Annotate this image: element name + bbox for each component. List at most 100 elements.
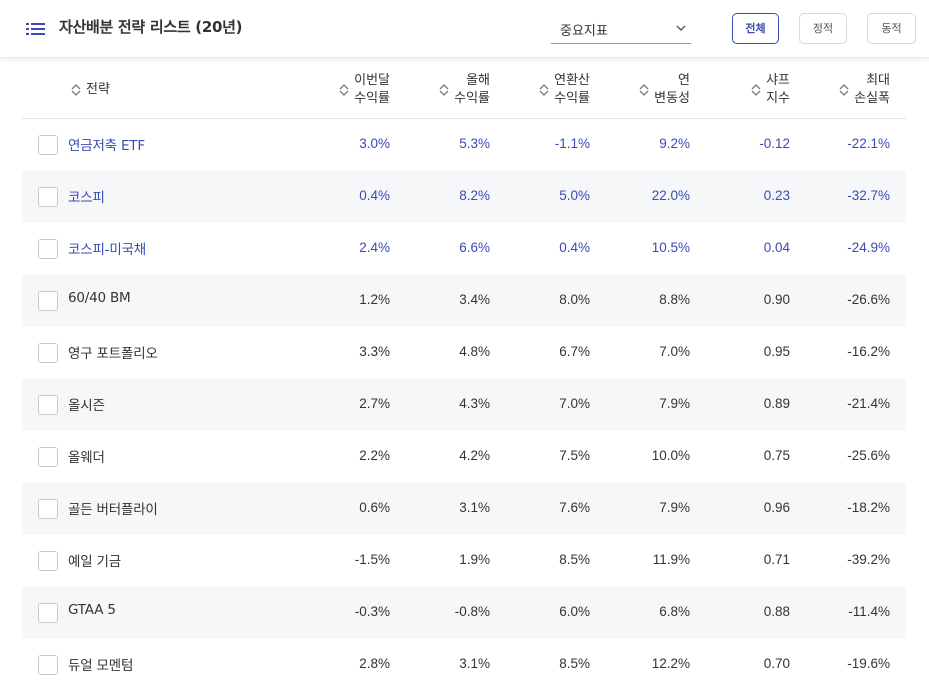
- strategy-name[interactable]: GTAA 5: [68, 602, 116, 618]
- cell-monthly-return: 2.4%: [359, 240, 390, 255]
- row-checkbox[interactable]: [38, 395, 58, 415]
- strategy-name[interactable]: 듀얼 모멘텀: [68, 658, 134, 674]
- cell-mdd: -39.2%: [847, 552, 890, 567]
- column-header-line: 이번달: [354, 73, 390, 88]
- table-row[interactable]: 코스피 0.4% 8.2% 5.0% 22.0% 0.23 -32.7%: [22, 171, 906, 223]
- column-header-line: 연: [678, 73, 690, 88]
- cell-volatility: 7.9%: [659, 500, 690, 515]
- cell-ytd-return: 4.3%: [459, 396, 490, 411]
- sort-icon: [751, 84, 761, 96]
- cell-monthly-return: 2.8%: [359, 656, 390, 671]
- filter-all-button[interactable]: 전체: [732, 13, 779, 44]
- cell-cagr: 6.7%: [559, 344, 590, 359]
- column-header-line: 수익률: [554, 91, 590, 106]
- column-header-line: 올해: [466, 73, 490, 88]
- strategy-name[interactable]: 골든 버터플라이: [68, 502, 158, 518]
- table-row[interactable]: GTAA 5 -0.3% -0.8% 6.0% 6.8% 0.88 -11.4%: [22, 587, 906, 639]
- cell-cagr: 6.0%: [559, 604, 590, 619]
- row-checkbox[interactable]: [38, 239, 58, 259]
- cell-mdd: -22.1%: [847, 136, 890, 151]
- column-header-line: 손실폭: [854, 91, 890, 106]
- strategy-name[interactable]: 코스피: [68, 190, 105, 206]
- strategy-name[interactable]: 60/40 BM: [68, 290, 131, 306]
- column-header-line: 수익률: [354, 91, 390, 106]
- strategy-name[interactable]: 코스피-미국채: [68, 242, 146, 258]
- column-header-line: 연환산: [554, 73, 590, 88]
- cell-sharpe: 0.88: [763, 604, 790, 619]
- row-checkbox[interactable]: [38, 499, 58, 519]
- column-header-line: 지수: [766, 91, 790, 106]
- cell-ytd-return: 8.2%: [459, 188, 490, 203]
- cell-cagr: -1.1%: [554, 136, 590, 151]
- row-checkbox[interactable]: [38, 343, 58, 363]
- page-title: 자산배분 전략 리스트 (20년): [59, 18, 243, 36]
- table-header: 전략 이번달 수익률 올해 수익률 연환산 수익률 연 변동성 샤프 지수 최대 손실폭: [22, 62, 906, 119]
- row-checkbox[interactable]: [38, 291, 58, 311]
- cell-mdd: -21.4%: [847, 396, 890, 411]
- table-body: 연금저축 ETF 3.0% 5.3% -1.1% 9.2% -0.12 -22.1% 코스피 0…: [22, 119, 906, 691]
- column-header-line: 최대: [866, 73, 890, 88]
- cell-mdd: -32.7%: [847, 188, 890, 203]
- metric-select-value: 중요지표: [560, 24, 608, 39]
- chevron-down-icon: [676, 25, 686, 31]
- strategy-name[interactable]: 올시즌: [68, 398, 105, 414]
- strategy-name[interactable]: 예일 기금: [68, 554, 121, 570]
- filter-dynamic-button[interactable]: 동적: [867, 13, 916, 44]
- cell-mdd: -11.4%: [848, 604, 890, 619]
- row-checkbox[interactable]: [38, 551, 58, 571]
- row-checkbox[interactable]: [38, 135, 58, 155]
- cell-ytd-return: 5.3%: [459, 136, 490, 151]
- column-header-strategy[interactable]: 전략: [70, 72, 130, 108]
- column-header-label: 전략: [86, 82, 110, 97]
- cell-mdd: -19.6%: [847, 656, 890, 671]
- cell-monthly-return: 3.0%: [359, 136, 390, 151]
- row-checkbox[interactable]: [38, 447, 58, 467]
- cell-sharpe: 0.90: [763, 292, 790, 307]
- metric-select[interactable]: 중요지표: [551, 13, 691, 44]
- cell-monthly-return: 0.6%: [359, 500, 390, 515]
- table-row[interactable]: 60/40 BM 1.2% 3.4% 8.0% 8.8% 0.90 -26.6%: [22, 275, 906, 327]
- cell-sharpe: 0.23: [763, 188, 790, 203]
- filter-static-button[interactable]: 정적: [799, 13, 847, 44]
- cell-mdd: -24.9%: [847, 240, 890, 255]
- table-row[interactable]: 듀얼 모멘텀 2.8% 3.1% 8.5% 12.2% 0.70 -19.6%: [22, 639, 906, 691]
- column-header-label: 샤프 지수: [766, 72, 790, 108]
- strategy-name[interactable]: 연금저축 ETF: [68, 138, 145, 154]
- cell-ytd-return: -0.8%: [454, 604, 490, 619]
- table-row[interactable]: 영구 포트폴리오 3.3% 4.8% 6.7% 7.0% 0.95 -16.2%: [22, 327, 906, 379]
- table-row[interactable]: 올시즌 2.7% 4.3% 7.0% 7.9% 0.89 -21.4%: [22, 379, 906, 431]
- table-row[interactable]: 골든 버터플라이 0.6% 3.1% 7.6% 7.9% 0.96 -18.2%: [22, 483, 906, 535]
- row-checkbox[interactable]: [38, 655, 58, 675]
- row-checkbox[interactable]: [38, 187, 58, 207]
- strategy-name[interactable]: 올웨더: [68, 450, 105, 466]
- cell-mdd: -18.2%: [847, 500, 890, 515]
- cell-cagr: 8.5%: [559, 656, 590, 671]
- table-row[interactable]: 연금저축 ETF 3.0% 5.3% -1.1% 9.2% -0.12 -22.1%: [22, 119, 906, 171]
- cell-volatility: 7.9%: [659, 396, 690, 411]
- strategy-name[interactable]: 영구 포트폴리오: [68, 346, 158, 362]
- cell-volatility: 6.8%: [659, 604, 690, 619]
- table-row[interactable]: 예일 기금 -1.5% 1.9% 8.5% 11.9% 0.71 -39.2%: [22, 535, 906, 587]
- list-menu-icon[interactable]: [26, 22, 46, 36]
- cell-ytd-return: 3.1%: [459, 500, 490, 515]
- cell-monthly-return: 2.2%: [359, 448, 390, 463]
- cell-mdd: -16.2%: [847, 344, 890, 359]
- cell-volatility: 10.5%: [651, 240, 690, 255]
- table-row[interactable]: 올웨더 2.2% 4.2% 7.5% 10.0% 0.75 -25.6%: [22, 431, 906, 483]
- table-row[interactable]: 코스피-미국채 2.4% 6.6% 0.4% 10.5% 0.04 -24.9%: [22, 223, 906, 275]
- cell-cagr: 7.5%: [559, 448, 590, 463]
- cell-volatility: 9.2%: [659, 136, 690, 151]
- column-header-ytd-return[interactable]: 올해 수익률: [430, 72, 490, 108]
- sort-icon: [639, 84, 649, 96]
- cell-volatility: 10.0%: [651, 448, 690, 463]
- row-checkbox[interactable]: [38, 603, 58, 623]
- column-header-line: 변동성: [654, 91, 690, 106]
- column-header-sharpe[interactable]: 샤프 지수: [730, 72, 790, 108]
- cell-ytd-return: 1.9%: [459, 552, 490, 567]
